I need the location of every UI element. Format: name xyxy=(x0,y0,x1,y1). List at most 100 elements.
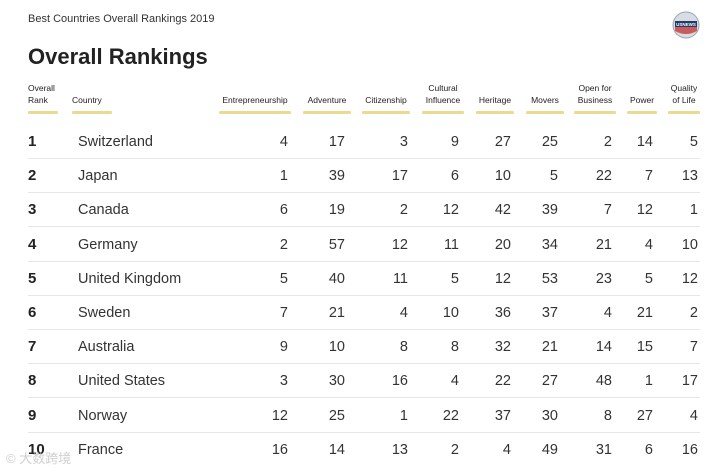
quality-of-life-cell: 12 xyxy=(681,270,698,287)
rank-cell: 8 xyxy=(28,372,37,390)
row-divider xyxy=(28,363,700,365)
header-underline xyxy=(362,111,410,114)
cultural-influence-cell: 10 xyxy=(442,305,459,321)
table-row: 6 Sweden 7 21 4 10 36 37 4 21 2 xyxy=(0,296,728,330)
open-for-business-cell: 14 xyxy=(595,339,612,356)
movers-cell: 5 xyxy=(549,168,558,185)
citizenship-cell: 3 xyxy=(399,134,408,150)
heritage-cell: 4 xyxy=(502,441,511,458)
usnews-logo: USNEWS xyxy=(672,11,700,39)
column-header-adventure[interactable]: Adventure xyxy=(303,94,351,114)
entrepreneurship-cell: 2 xyxy=(279,236,288,253)
column-header-heritage[interactable]: Heritage xyxy=(476,94,514,114)
column-header-cultural-influence[interactable]: Cultural Influence xyxy=(422,82,464,114)
country-cell[interactable]: Norway xyxy=(78,407,128,424)
column-header-movers[interactable]: Movers xyxy=(526,94,564,114)
heritage-cell: 36 xyxy=(494,305,511,321)
country-cell[interactable]: Germany xyxy=(78,236,138,253)
country-cell[interactable]: Sweden xyxy=(78,305,131,321)
citizenship-cell: 13 xyxy=(391,441,408,458)
rank-cell: 10 xyxy=(28,440,45,458)
cultural-influence-cell: 9 xyxy=(450,134,459,150)
quality-of-life-cell: 16 xyxy=(681,441,698,458)
column-header-open-for-business[interactable]: Open for Business xyxy=(574,82,616,114)
row-divider xyxy=(28,294,700,296)
quality-of-life-cell: 17 xyxy=(681,373,698,390)
cultural-influence-cell: 22 xyxy=(442,407,459,424)
rank-cell: 3 xyxy=(28,201,37,219)
power-cell: 4 xyxy=(644,236,653,253)
movers-cell: 39 xyxy=(541,202,558,219)
cultural-influence-cell: 11 xyxy=(443,236,459,253)
country-cell[interactable]: Canada xyxy=(78,202,129,219)
table-row: 10 France 16 14 13 2 4 49 31 6 16 xyxy=(0,433,728,467)
row-divider xyxy=(28,397,700,399)
citizenship-cell: 12 xyxy=(391,236,408,253)
open-for-business-cell: 2 xyxy=(603,134,612,150)
open-for-business-cell: 7 xyxy=(603,202,612,219)
power-cell: 12 xyxy=(636,202,653,219)
column-header-country[interactable]: Country xyxy=(72,94,112,114)
table-row: 3 Canada 6 19 2 12 42 39 7 12 1 xyxy=(0,193,728,228)
country-cell[interactable]: United Kingdom xyxy=(78,270,182,287)
power-cell: 6 xyxy=(644,441,653,458)
movers-cell: 49 xyxy=(541,441,558,458)
open-for-business-cell: 22 xyxy=(595,168,612,185)
entrepreneurship-cell: 9 xyxy=(279,339,288,356)
citizenship-cell: 4 xyxy=(399,305,408,321)
row-divider xyxy=(28,158,700,159)
column-header-entrepreneurship[interactable]: Entrepreneurship xyxy=(219,94,291,114)
table-row: 4 Germany 2 57 12 11 20 34 21 4 10 xyxy=(0,228,728,262)
quality-of-life-cell: 7 xyxy=(689,339,698,356)
entrepreneurship-cell: 1 xyxy=(279,168,288,185)
header-underline xyxy=(574,111,616,114)
quality-of-life-cell: 10 xyxy=(681,236,698,253)
quality-of-life-cell: 2 xyxy=(689,305,698,321)
quality-of-life-cell: 5 xyxy=(689,134,698,150)
citizenship-cell: 1 xyxy=(399,407,408,424)
column-header-power[interactable]: Power xyxy=(627,94,657,114)
open-for-business-cell: 8 xyxy=(603,407,612,424)
heritage-cell: 42 xyxy=(494,202,511,219)
row-divider xyxy=(28,260,700,262)
power-cell: 7 xyxy=(644,168,653,185)
rank-cell: 6 xyxy=(28,304,37,321)
page-subtitle: Best Countries Overall Rankings 2019 xyxy=(28,13,215,25)
rank-cell: 4 xyxy=(28,235,37,253)
adventure-cell: 17 xyxy=(328,134,345,150)
table-row: 7 Australia 9 10 8 8 32 21 14 15 7 xyxy=(0,330,728,365)
movers-cell: 53 xyxy=(541,270,558,287)
header-underline xyxy=(28,111,58,114)
row-divider xyxy=(28,192,700,194)
header-underline xyxy=(627,111,657,114)
country-cell[interactable]: Switzerland xyxy=(78,134,153,150)
column-header-citizenship[interactable]: Citizenship xyxy=(362,94,410,114)
header-underline xyxy=(422,111,464,114)
adventure-cell: 40 xyxy=(328,270,345,287)
rank-cell: 5 xyxy=(28,269,37,287)
movers-cell: 30 xyxy=(541,407,558,424)
heritage-cell: 37 xyxy=(494,407,511,424)
header-underline xyxy=(668,111,700,114)
entrepreneurship-cell: 6 xyxy=(279,202,288,219)
rank-cell: 7 xyxy=(28,338,37,356)
country-cell[interactable]: Japan xyxy=(78,168,118,185)
header-underline xyxy=(476,111,514,114)
cultural-influence-cell: 6 xyxy=(450,168,459,185)
rank-cell: 9 xyxy=(28,406,37,424)
country-cell[interactable]: United States xyxy=(78,373,166,390)
row-divider xyxy=(28,329,700,330)
country-cell[interactable]: France xyxy=(78,441,124,458)
adventure-cell: 30 xyxy=(328,373,345,390)
movers-cell: 27 xyxy=(541,373,558,390)
column-header-quality-of-life[interactable]: Quality of Life xyxy=(668,82,700,114)
open-for-business-cell: 23 xyxy=(595,270,612,287)
quality-of-life-cell: 13 xyxy=(681,168,698,185)
adventure-cell: 57 xyxy=(328,236,345,253)
country-cell[interactable]: Australia xyxy=(78,339,135,356)
row-divider xyxy=(28,431,700,433)
column-header-overall-rank[interactable]: Overall Rank xyxy=(28,82,58,114)
entrepreneurship-cell: 5 xyxy=(279,270,288,287)
cultural-influence-cell: 5 xyxy=(450,270,459,287)
table-row: 2 Japan 1 39 17 6 10 5 22 7 13 xyxy=(0,159,728,194)
